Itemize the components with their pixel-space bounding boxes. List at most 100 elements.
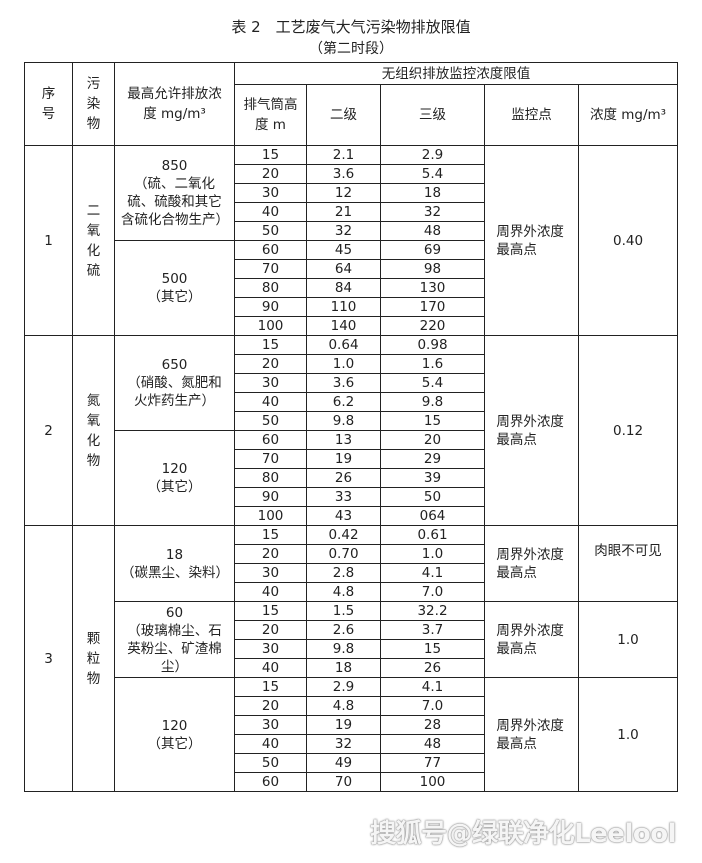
header-level2: 二级 bbox=[306, 84, 381, 146]
level3-rate: 39 bbox=[380, 468, 485, 488]
table-row: 1 二氧化硫 850 （硫、二氧化硫、硫酸和其它含硫化合物生产） 15 2.1 2.9 周界外… bbox=[24, 145, 679, 336]
pollutant-number: 1 bbox=[24, 145, 73, 336]
stack-height: 15 bbox=[234, 145, 307, 165]
level3-rate: 1.6 bbox=[380, 354, 485, 374]
stack-height: 30 bbox=[234, 563, 307, 583]
table-row: 30 19 28 bbox=[25, 715, 678, 735]
level3-rate: 32.2 bbox=[380, 601, 485, 621]
monitor-point: 周界外浓度最高点 bbox=[484, 677, 579, 792]
monitor-point-text: 周界外浓度最高点 bbox=[496, 546, 564, 581]
max-emission-limit: 60 （玻璃棉尘、石英粉尘、矿渣棉尘） bbox=[114, 601, 235, 678]
level2-rate: 32 bbox=[306, 221, 381, 241]
table-row: 30 2.8 4.1 bbox=[25, 563, 678, 583]
monitor-concentration: 肉眼不可见 bbox=[577, 525, 679, 602]
stack-height: 30 bbox=[234, 183, 307, 203]
level2-rate: 3.6 bbox=[306, 373, 381, 393]
level2-rate: 6.2 bbox=[306, 392, 381, 412]
level3-rate: 9.8 bbox=[380, 392, 485, 412]
level3-rate: 0.61 bbox=[380, 525, 485, 545]
stack-height: 90 bbox=[234, 297, 307, 317]
level3-rate: 15 bbox=[380, 639, 485, 659]
header-concentration: 浓度 mg/m³ bbox=[577, 84, 679, 146]
max-emission-limit: 120 （其它） bbox=[114, 677, 235, 792]
table-row: 50 32 48 bbox=[25, 221, 678, 241]
header-pollutant: 污染物 bbox=[72, 62, 115, 146]
stack-height: 100 bbox=[234, 506, 307, 526]
table-row: 20 1.0 1.6 bbox=[25, 354, 678, 374]
table-title: 表 2 工艺废气大气污染物排放限值 bbox=[231, 18, 471, 36]
level3-rate: 7.0 bbox=[380, 696, 485, 716]
level3-rate: 77 bbox=[380, 753, 485, 773]
level3-rate: 28 bbox=[380, 715, 485, 735]
pollutant-name: 氮氧化物 bbox=[72, 335, 115, 526]
stack-height: 40 bbox=[234, 582, 307, 602]
level3-rate: 20 bbox=[380, 430, 485, 450]
level3-rate: 100 bbox=[380, 772, 485, 792]
monitor-point-text: 周界外浓度最高点 bbox=[496, 413, 564, 448]
table-row: 90 110 170 bbox=[25, 297, 678, 317]
level3-rate: 48 bbox=[380, 221, 485, 241]
level2-rate: 2.6 bbox=[306, 620, 381, 640]
pollutant-number: 3 bbox=[24, 525, 73, 792]
stack-height: 20 bbox=[234, 164, 307, 184]
stack-height: 80 bbox=[234, 468, 307, 488]
level2-rate: 64 bbox=[306, 259, 381, 279]
level2-rate: 110 bbox=[306, 297, 381, 317]
stack-height: 90 bbox=[234, 487, 307, 507]
table-row: 100 43 064 bbox=[25, 506, 678, 526]
level2-rate: 19 bbox=[306, 715, 381, 735]
stack-height: 100 bbox=[234, 316, 307, 336]
limit-note: （硝酸、氮肥和火炸药生产） bbox=[127, 375, 222, 409]
monitor-point-text: 周界外浓度最高点 bbox=[496, 223, 564, 258]
header-no: 序号 bbox=[24, 62, 73, 146]
level3-rate: 69 bbox=[380, 240, 485, 260]
level2-rate: 9.8 bbox=[306, 411, 381, 431]
pollutant-name: 二氧化硫 bbox=[72, 145, 115, 336]
stack-height: 15 bbox=[234, 525, 307, 545]
level3-rate: 18 bbox=[380, 183, 485, 203]
header-unorganized-limits: 无组织排放监控浓度限值 bbox=[233, 62, 679, 85]
monitor-concentration: 0.40 bbox=[577, 145, 679, 336]
stack-height: 40 bbox=[234, 734, 307, 754]
level3-rate: 064 bbox=[380, 506, 485, 526]
stack-height: 15 bbox=[234, 335, 307, 355]
monitor-point-text: 周界外浓度最高点 bbox=[496, 622, 564, 657]
monitor-point: 周界外浓度最高点 bbox=[484, 335, 579, 526]
table-row: 120 （其它） 15 2.9 4.1 周界外浓度最高点 1.0 bbox=[25, 677, 679, 792]
level2-rate: 140 bbox=[306, 316, 381, 336]
header-stack-height: 排气筒高度 m bbox=[234, 84, 307, 146]
limit-value: 850 bbox=[161, 158, 188, 174]
stack-height: 30 bbox=[234, 373, 307, 393]
stack-height: 60 bbox=[234, 430, 307, 450]
level2-rate: 84 bbox=[306, 278, 381, 298]
stack-height: 50 bbox=[234, 753, 307, 773]
level2-rate: 4.8 bbox=[306, 582, 381, 602]
level3-rate: 50 bbox=[380, 487, 485, 507]
pollutant-name-text: 二氧化硫 bbox=[86, 202, 101, 279]
monitor-concentration: 1.0 bbox=[577, 677, 679, 792]
level2-rate: 70 bbox=[306, 772, 381, 792]
limit-note: （其它） bbox=[147, 479, 202, 495]
level2-rate: 12 bbox=[306, 183, 381, 203]
pollutant-name-text: 氮氧化物 bbox=[86, 392, 101, 469]
level2-rate: 33 bbox=[306, 487, 381, 507]
limit-value: 60 bbox=[165, 604, 184, 621]
stack-height: 70 bbox=[234, 259, 307, 279]
level3-rate: 1.0 bbox=[380, 544, 485, 564]
table-row: 100 140 220 bbox=[25, 316, 678, 336]
stack-height: 15 bbox=[234, 677, 307, 697]
stack-height: 30 bbox=[234, 639, 307, 659]
table-row: 500 （其它） 60 45 69 bbox=[25, 240, 678, 336]
level2-rate: 13 bbox=[306, 430, 381, 450]
stack-height: 70 bbox=[234, 449, 307, 469]
level2-rate: 49 bbox=[306, 753, 381, 773]
limit-note: （碳黑尘、染料） bbox=[121, 564, 229, 581]
level3-rate: 5.4 bbox=[380, 373, 485, 393]
level3-rate: 4.1 bbox=[380, 563, 485, 583]
table-row: 60 （玻璃棉尘、石英粉尘、矿渣棉尘） 15 1.5 32.2 周界外浓度最高点 1.0 bbox=[25, 601, 679, 678]
emission-limits-table: 序号 污染物 最高允许排放浓度 mg/m³ 无组织排放监控浓度限值 排气筒高度 … bbox=[24, 62, 679, 792]
level3-rate: 5.4 bbox=[380, 164, 485, 184]
header-monitor-point: 监控点 bbox=[484, 84, 579, 146]
limit-value: 650 bbox=[161, 357, 188, 373]
table-body: 1 二氧化硫 850 （硫、二氧化硫、硫酸和其它含硫化合物生产） 15 2.1 2.9 周界外… bbox=[24, 145, 679, 792]
